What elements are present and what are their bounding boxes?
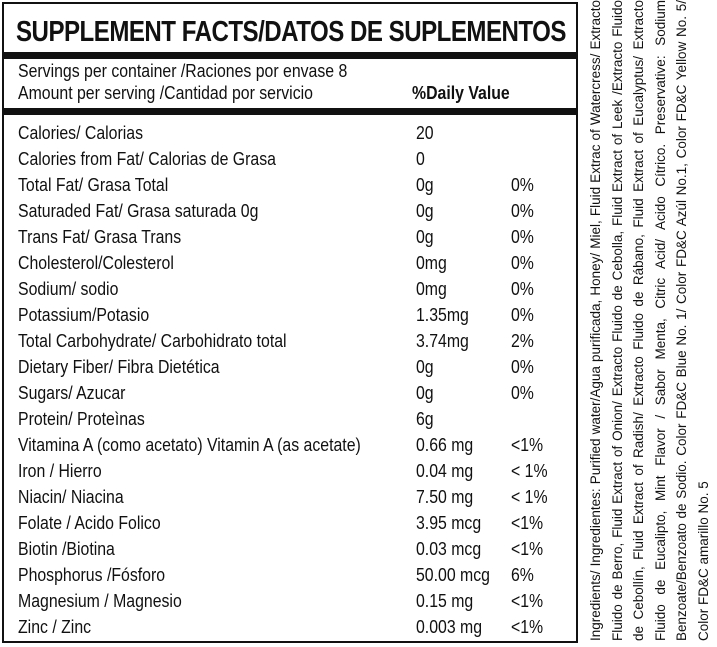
nutrient-name: Calories from Fat/ Calorias de Grasa (18, 149, 276, 169)
nutrient-daily-value: <1% (511, 513, 544, 533)
nutrient-amount: 6g (416, 409, 434, 429)
nutrient-amount: 7.50 mg (416, 487, 474, 507)
nutrient-row: Cholesterol/Colesterol 0mg 0% (4, 250, 576, 276)
nutrient-row: Phosphorus /Fósforo 50.00 mcg 6% (4, 562, 576, 588)
nutrient-row: Calories from Fat/ Calorias de Grasa 0 (4, 146, 576, 172)
nutrient-row: Vitamina A (como acetato) Vitamin A (as … (4, 432, 576, 458)
nutrient-row: Total Fat/ Grasa Total 0g 0% (4, 172, 576, 198)
nutrient-row: Calories/ Calorias 20 (4, 120, 576, 146)
nutrient-amount: 0g (416, 383, 434, 403)
nutrient-daily-value: 0% (511, 383, 534, 403)
nutrient-amount: 0.15 mg (416, 591, 474, 611)
nutrient-name: Total Carbohydrate/ Carbohidrato total (18, 331, 287, 351)
nutrient-name: Potassium/Potasio (18, 305, 150, 325)
nutrient-row: Zinc / Zinc 0.003 mg <1% (4, 614, 576, 640)
nutrient-name: Magnesium / Magnesio (18, 591, 182, 611)
nutrient-name: Protein/ Proteìnas (18, 409, 145, 429)
nutrient-name: Calories/ Calorias (18, 123, 144, 143)
nutrient-amount: 0.04 mg (416, 461, 474, 481)
nutrient-row: Total Carbohydrate/ Carbohidrato total 3.… (4, 328, 576, 354)
nutrient-name: Saturaded Fat/ Grasa saturada 0g (18, 201, 259, 221)
nutrient-name: Trans Fat/ Grasa Trans (18, 227, 182, 247)
header-divider (4, 108, 576, 115)
nutrient-amount: 0g (416, 175, 434, 195)
nutrient-daily-value: 0% (511, 201, 534, 221)
nutrient-name: Sodium/ sodio (18, 279, 119, 299)
nutrient-row: Potassium/Potasio 1.35mg 0% (4, 302, 576, 328)
nutrient-row: Niacin/ Niacina 7.50 mg < 1% (4, 484, 576, 510)
amount-per-serving-header: Amount per serving /Cantidad por servici… (18, 83, 313, 103)
nutrient-daily-value: <1% (511, 591, 544, 611)
nutrient-daily-value: 6% (511, 565, 534, 585)
nutrient-daily-value: 0% (511, 357, 534, 377)
nutrient-name: Niacin/ Niacina (18, 487, 124, 507)
nutrient-name: Biotin /Biotina (18, 539, 115, 559)
nutrient-daily-value: < 1% (511, 487, 548, 507)
nutrient-amount: 0g (416, 357, 434, 377)
nutrient-daily-value: 0% (511, 279, 534, 299)
nutrient-amount: 20 (416, 123, 434, 143)
nutrient-daily-value: <1% (511, 435, 544, 455)
nutrient-daily-value: 0% (511, 227, 534, 247)
daily-value-header: %Daily Value (412, 83, 510, 103)
nutrient-daily-value: 0% (511, 175, 534, 195)
supplement-facts-panel: SUPPLEMENT FACTS/DATOS DE SUPLEMENTOS Se… (2, 2, 578, 643)
nutrient-name: Sugars/ Azucar (18, 383, 126, 403)
nutrient-amount: 0 (416, 149, 425, 169)
panel-title: SUPPLEMENT FACTS/DATOS DE SUPLEMENTOS (16, 16, 566, 48)
nutrient-daily-value: < 1% (511, 461, 548, 481)
nutrient-daily-value: <1% (511, 617, 544, 637)
nutrient-name: Dietary Fiber/ Fibra Dietética (18, 357, 220, 377)
nutrient-row: Biotin /Biotina 0.03 mcg <1% (4, 536, 576, 562)
nutrient-name: Iron / Hierro (18, 461, 102, 481)
nutrient-row: Iron / Hierro 0.04 mg < 1% (4, 458, 576, 484)
nutrient-amount: 0g (416, 201, 434, 221)
nutrient-row: Sugars/ Azucar 0g 0% (4, 380, 576, 406)
nutrient-amount: 0.66 mg (416, 435, 474, 455)
nutrient-daily-value: <1% (511, 539, 544, 559)
nutrient-amount: 1.35mg (416, 305, 469, 325)
nutrient-amount: 0mg (416, 253, 447, 273)
nutrient-name: Zinc / Zinc (18, 617, 92, 637)
nutrient-row: Folate / Acido Folico 3.95 mcg <1% (4, 510, 576, 536)
nutrient-row: Magnesium / Magnesio 0.15 mg <1% (4, 588, 576, 614)
nutrient-name: Total Fat/ Grasa Total (18, 175, 169, 195)
nutrient-name: Cholesterol/Colesterol (18, 253, 174, 273)
nutrient-amount: 50.00 mcg (416, 565, 490, 585)
nutrient-amount: 0.03 mcg (416, 539, 482, 559)
nutrient-row: Protein/ Proteìnas 6g (4, 406, 576, 432)
nutrient-name: Vitamina A (como acetato) Vitamin A (as … (18, 435, 361, 455)
nutrient-row: Trans Fat/ Grasa Trans 0g 0% (4, 224, 576, 250)
nutrient-amount: 3.95 mcg (416, 513, 482, 533)
nutrient-amount: 0.003 mg (416, 617, 483, 637)
nutrient-name: Phosphorus /Fósforo (18, 565, 166, 585)
nutrient-daily-value: 2% (511, 331, 534, 351)
nutrient-daily-value: 0% (511, 253, 534, 273)
nutrient-amount: 0mg (416, 279, 447, 299)
nutrient-row: Saturaded Fat/ Grasa saturada 0g 0g 0% (4, 198, 576, 224)
nutrient-row: Dietary Fiber/ Fibra Dietética 0g 0% (4, 354, 576, 380)
nutrient-daily-value: 0% (511, 305, 534, 325)
nutrient-row: Sodium/ sodio 0mg 0% (4, 276, 576, 302)
servings-per-container: Servings per container /Raciones por env… (18, 61, 348, 81)
ingredients-text: Ingredients/ Ingredientes: Purified wate… (588, 0, 711, 641)
nutrient-name: Folate / Acido Folico (18, 513, 161, 533)
title-divider (4, 52, 576, 59)
nutrient-amount: 0g (416, 227, 434, 247)
nutrient-amount: 3.74mg (416, 331, 469, 351)
